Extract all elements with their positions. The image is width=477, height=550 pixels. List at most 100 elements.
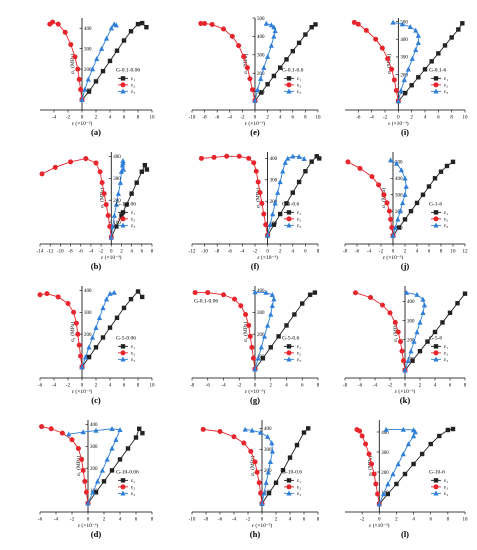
legend-label: ε₃ [297,89,301,95]
marker-circle [71,309,77,315]
x-tick-label: -4 [367,250,372,255]
x-tick-label: -2 [246,518,251,523]
x-tick-label: -4 [232,518,237,523]
marker-square [436,51,441,56]
marker-circle [48,426,54,432]
marker-circle [433,350,439,356]
x-tick-label: -2 [360,518,365,523]
marker-square [86,354,92,360]
x-tick-label: -6 [38,384,43,389]
marker-square [107,58,113,64]
marker-circle [62,29,68,35]
y-axis-title: σ₁ (MPa) [249,456,256,476]
series-2 [47,19,85,103]
marker-square [93,490,99,495]
legend-title: G-10-0.6 [282,469,302,475]
marker-circle [433,82,439,88]
marker-triangle [269,448,276,454]
legend-label: ε₁ [131,76,135,82]
x-axis-title: ε (×10⁻³) [72,388,93,395]
marker-square [114,315,120,320]
marker-triangle [398,87,404,93]
x-tick-label: 2 [395,518,398,523]
x-tick-label: 4 [416,250,419,255]
x-tick-label: -4 [373,384,378,389]
marker-circle [200,426,206,432]
x-axis-title: ε (×10⁻³) [383,254,404,261]
y-axis-title: σ₁ (MPa) [366,456,373,476]
series-2 [354,427,382,507]
marker-circle [286,350,292,356]
series-line [356,429,380,505]
marker-triangle [85,500,91,506]
marker-triangle [398,167,404,173]
marker-circle [78,353,84,359]
marker-square [268,345,273,350]
marker-triangle [108,234,114,240]
y-tick-label: 100 [381,491,389,496]
marker-triangle [249,427,255,433]
marker-triangle [280,168,286,174]
marker-triangle [82,354,89,360]
marker-triangle [115,190,121,196]
x-tick-label: -8 [343,384,348,389]
marker-circle [248,448,254,454]
marker-square [402,90,408,96]
marker-triangle [94,56,100,62]
x-tick-label: -8 [204,518,209,523]
marker-circle [398,339,403,345]
marker-square [296,179,302,185]
x-tick-label: 12 [463,250,469,255]
marker-circle [355,21,361,27]
marker-square [139,169,145,174]
marker-square [100,68,106,74]
x-tick-label: -8 [203,116,208,121]
marker-triangle [421,302,428,308]
x-axis-title: ε (×10⁻³) [72,120,93,127]
marker-square [426,184,432,189]
marker-circle [83,156,89,162]
series-line [354,22,399,102]
x-tick-label: -2 [66,116,71,121]
marker-circle [399,348,405,354]
legend-title: G-1-6 [429,201,442,207]
marker-circle [103,202,109,208]
y-tick-label: 300 [90,445,98,450]
marker-square [280,467,286,473]
legend-title: G-0.1-0.6 [282,67,304,73]
marker-circle [359,433,365,439]
legend-label: ε₃ [444,491,448,497]
marker-circle [253,168,259,174]
marker-circle [120,82,126,88]
marker-circle [241,54,247,60]
marker-circle [393,88,399,94]
marker-square [140,20,145,26]
marker-square [135,21,141,27]
marker-circle [236,43,242,49]
x-tick-label: -6 [355,250,360,255]
chart-panel-12: -2 0 2 4 6 8 10 100 200 300 400 ε (×10⁻³) σ₁ (MPa) G-… [345,420,468,539]
y-tick-label: 300 [400,56,408,61]
y-tick-label: 200 [84,68,92,73]
x-tick-label: 6 [301,384,304,389]
marker-square [121,38,127,43]
marker-triangle [263,20,269,26]
x-tick-label: 4 [279,116,282,121]
marker-triangle [252,98,258,103]
marker-square [420,192,426,197]
x-tick-label: 8 [447,518,450,523]
x-tick-label: -10 [189,116,196,121]
x-tick-label: 4 [434,384,437,389]
y-tick-label: 300 [264,448,272,453]
x-tick-label: 8 [317,250,320,255]
series-line [81,290,143,368]
x-tick-label: 4 [424,116,427,121]
marker-circle [286,216,292,222]
y-tick-label: 200 [270,200,278,205]
x-tick-label: 8 [450,116,453,121]
marker-circle [385,56,391,62]
marker-triangle [388,157,394,163]
series-line [378,428,454,505]
